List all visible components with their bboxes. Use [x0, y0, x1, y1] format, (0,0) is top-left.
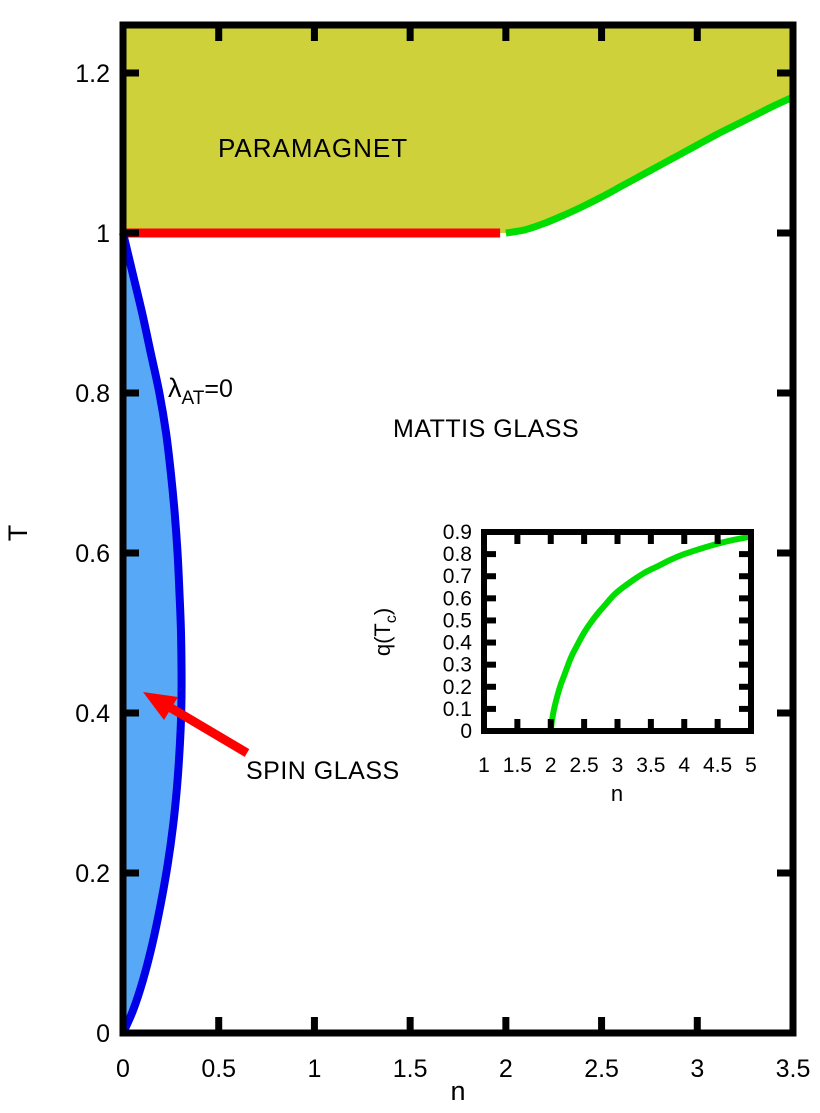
x-tick-label: 2.5 — [584, 1055, 619, 1083]
mattis-glass-region-label: MATTIS GLASS — [393, 415, 579, 443]
qtc-subscript: c — [383, 615, 400, 623]
y-tick-label: 0.1 — [443, 698, 472, 721]
curve-paramagnet-boundary-continuous — [505, 93, 795, 237]
y-tick-label: 0 — [460, 720, 472, 743]
x-tick-label: 1.5 — [393, 1055, 428, 1083]
x-tick-label: 2 — [545, 754, 557, 777]
spin-glass-arrow — [143, 692, 250, 757]
y-tick-label: 1 — [96, 220, 110, 248]
lambda-symbol: λ — [168, 373, 182, 403]
inset-y-axis-label: q(Tc) — [370, 608, 400, 656]
y-tick-label: 0 — [96, 1020, 110, 1048]
x-tick-label: 0.5 — [201, 1055, 236, 1083]
y-tick-label: 0.9 — [443, 521, 472, 544]
y-tick-label: 0.4 — [75, 700, 110, 728]
x-tick-label: 3 — [612, 754, 624, 777]
inset-x-axis-label: n — [611, 781, 623, 806]
x-tick-label: 3.5 — [636, 754, 665, 777]
x-tick-label: 5 — [745, 754, 757, 777]
x-tick-label: 1.5 — [503, 754, 532, 777]
spin-glass-region-label: SPIN GLASS — [246, 757, 400, 785]
y-tick-label: 0.2 — [75, 860, 110, 888]
at-line-annotation: λAT=0 — [168, 373, 233, 409]
lambda-equals-zero: =0 — [204, 375, 233, 403]
inset-chart: 1 1.5 2 2.5 3 3.5 4 4.5 500.10.20.30.40.50.60.70… — [443, 521, 757, 777]
x-tick-label: 4 — [678, 754, 690, 777]
y-tick-label: 0.8 — [443, 543, 472, 566]
x-tick-label: 1 — [307, 1055, 321, 1083]
arrow-head-icon — [143, 692, 178, 720]
spin-glass-region — [123, 233, 182, 1033]
x-tick-label: 3.5 — [776, 1055, 811, 1083]
y-tick-label: 0.5 — [443, 609, 472, 632]
qtc-prefix: q(T — [370, 623, 395, 656]
x-tick-label: 3 — [690, 1055, 704, 1083]
y-tick-label: 1.2 — [75, 60, 110, 88]
x-tick-label: 2 — [499, 1055, 513, 1083]
curve-q-at-Tc — [547, 533, 752, 732]
y-tick-label: 0.2 — [443, 676, 472, 699]
x-tick-label: 1 — [478, 754, 490, 777]
y-tick-label: 0.6 — [75, 540, 110, 568]
x-tick-label: 2.5 — [570, 754, 599, 777]
main-y-axis-label: T — [3, 525, 33, 542]
main-chart: 0 0.5 1 1.5 2 2.5 3 3.5 0 0.2 0.4 0.6 0.8 1 1.2 — [75, 21, 811, 1083]
y-tick-label: 0.8 — [75, 380, 110, 408]
x-tick-label: 4.5 — [703, 754, 732, 777]
arrow-shaft — [168, 704, 250, 757]
lambda-subscript: AT — [182, 388, 205, 409]
x-tick-label: 0 — [116, 1055, 130, 1083]
plot-border — [119, 21, 797, 1037]
curve-at-line-spin-glass-boundary — [119, 232, 186, 1035]
qtc-suffix: ) — [370, 608, 395, 615]
paramagnet-region-label: PARAMAGNET — [218, 133, 408, 163]
y-tick-label: 0.3 — [443, 654, 472, 677]
plot-border — [481, 529, 754, 734]
y-tick-label: 0.6 — [443, 587, 472, 610]
y-tick-label: 0.7 — [443, 565, 472, 588]
y-tick-label: 0.4 — [443, 632, 473, 655]
main-x-axis-label: n — [450, 1076, 465, 1106]
